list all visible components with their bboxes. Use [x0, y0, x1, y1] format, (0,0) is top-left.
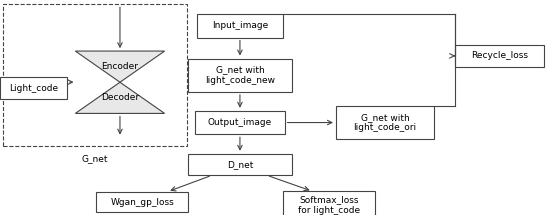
- Text: G_net with
light_code_new: G_net with light_code_new: [205, 66, 275, 85]
- Polygon shape: [75, 51, 165, 82]
- Bar: [96, 192, 189, 212]
- Text: Input_image: Input_image: [212, 21, 268, 30]
- Text: Encoder: Encoder: [102, 62, 138, 71]
- Polygon shape: [75, 82, 165, 114]
- Bar: [189, 154, 291, 175]
- Bar: [195, 111, 285, 134]
- Text: Light_code: Light_code: [9, 84, 58, 93]
- Text: Wgan_gp_loss: Wgan_gp_loss: [110, 198, 174, 207]
- Bar: [196, 14, 283, 38]
- Text: G_net with
light_code_ori: G_net with light_code_ori: [353, 113, 417, 132]
- Bar: [455, 45, 544, 67]
- Bar: [283, 191, 375, 215]
- Bar: [336, 106, 434, 139]
- Text: Output_image: Output_image: [208, 118, 272, 127]
- Text: Recycle_loss: Recycle_loss: [471, 51, 528, 60]
- Text: D_net: D_net: [227, 160, 253, 169]
- Text: G_net: G_net: [81, 154, 108, 163]
- Text: Decoder: Decoder: [101, 93, 139, 102]
- Bar: [189, 58, 291, 92]
- Text: Softmax_loss
for light_code: Softmax_loss for light_code: [298, 196, 360, 215]
- Bar: [0, 77, 67, 99]
- Bar: [3, 4, 187, 146]
